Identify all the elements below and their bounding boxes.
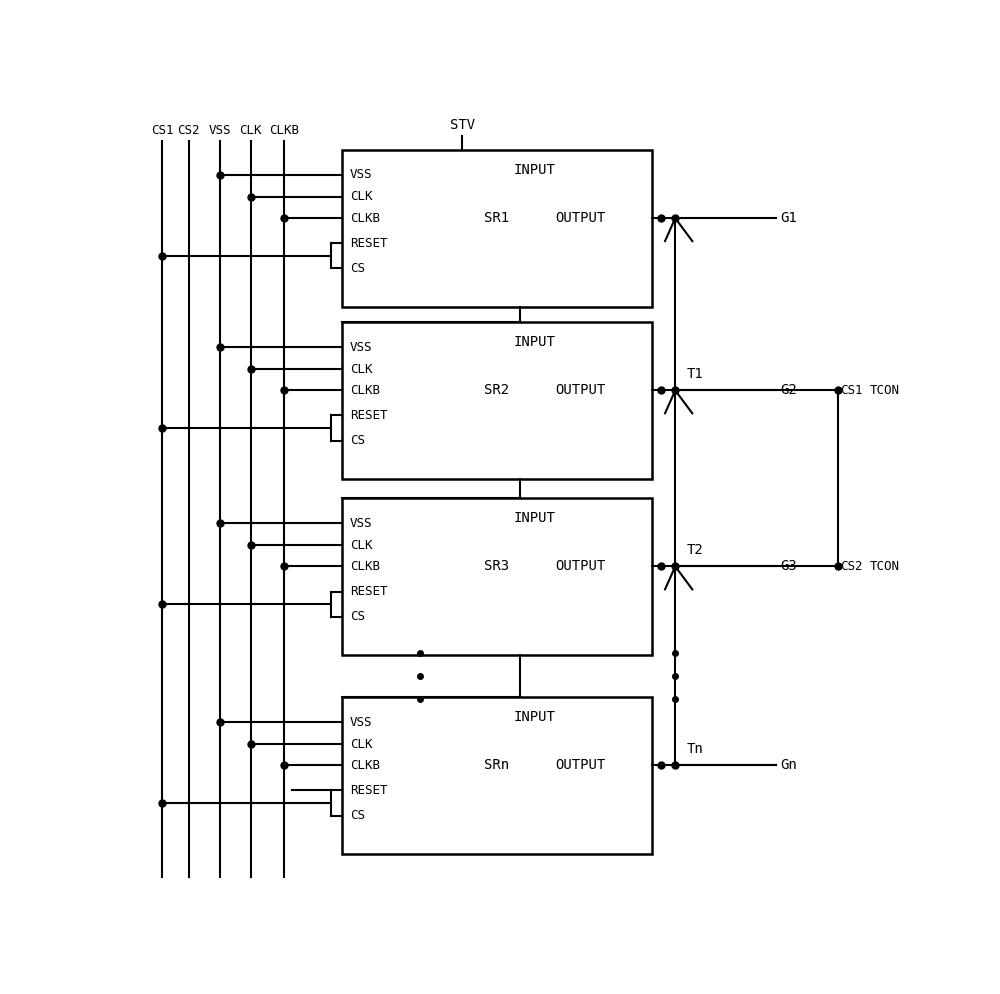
Text: RESET: RESET — [350, 784, 387, 797]
Text: Tn: Tn — [687, 743, 704, 756]
Text: SR1: SR1 — [484, 211, 510, 226]
Text: CLK: CLK — [350, 191, 372, 204]
Text: OUTPUT: OUTPUT — [556, 384, 606, 398]
Text: SR3: SR3 — [484, 560, 510, 574]
Text: OUTPUT: OUTPUT — [556, 211, 606, 226]
Text: CLKB: CLKB — [350, 758, 380, 772]
Text: CS2: CS2 — [177, 124, 200, 137]
Text: CS: CS — [350, 809, 365, 822]
Text: CS: CS — [350, 434, 365, 447]
Text: CS: CS — [350, 261, 365, 275]
Text: CS: CS — [350, 610, 365, 623]
Bar — [342, 322, 652, 479]
Text: VSS: VSS — [350, 341, 372, 354]
Text: OUTPUT: OUTPUT — [556, 560, 606, 574]
Bar — [342, 150, 652, 307]
Text: CLK: CLK — [239, 124, 262, 137]
Text: CLKB: CLKB — [350, 384, 380, 397]
Text: INPUT: INPUT — [513, 711, 555, 725]
Text: OUTPUT: OUTPUT — [556, 758, 606, 772]
Text: CS1: CS1 — [151, 124, 173, 137]
Text: CLKB: CLKB — [350, 212, 380, 225]
Text: VSS: VSS — [208, 124, 231, 137]
Text: Gn: Gn — [780, 758, 797, 772]
Text: TCON: TCON — [870, 384, 900, 397]
Text: INPUT: INPUT — [513, 335, 555, 350]
Text: INPUT: INPUT — [513, 163, 555, 177]
Bar — [342, 498, 652, 655]
Text: TCON: TCON — [870, 560, 900, 573]
Text: RESET: RESET — [350, 237, 387, 249]
Text: G3: G3 — [780, 560, 797, 574]
Text: T2: T2 — [687, 543, 704, 558]
Text: RESET: RESET — [350, 585, 387, 598]
Text: CLKB: CLKB — [269, 124, 299, 137]
Text: G1: G1 — [780, 211, 797, 226]
Bar — [342, 697, 652, 854]
Text: STV: STV — [450, 118, 475, 132]
Text: CLK: CLK — [350, 738, 372, 750]
Text: G2: G2 — [780, 384, 797, 398]
Text: SR2: SR2 — [484, 384, 510, 398]
Text: VSS: VSS — [350, 716, 372, 729]
Text: CLKB: CLKB — [350, 560, 380, 573]
Text: VSS: VSS — [350, 169, 372, 182]
Text: INPUT: INPUT — [513, 512, 555, 526]
Text: T1: T1 — [687, 367, 704, 381]
Text: CLK: CLK — [350, 363, 372, 376]
Text: CS2: CS2 — [840, 560, 863, 573]
Text: SRn: SRn — [484, 758, 510, 772]
Text: CLK: CLK — [350, 539, 372, 552]
Text: CS1: CS1 — [840, 384, 863, 397]
Text: RESET: RESET — [350, 409, 387, 422]
Text: VSS: VSS — [350, 517, 372, 530]
